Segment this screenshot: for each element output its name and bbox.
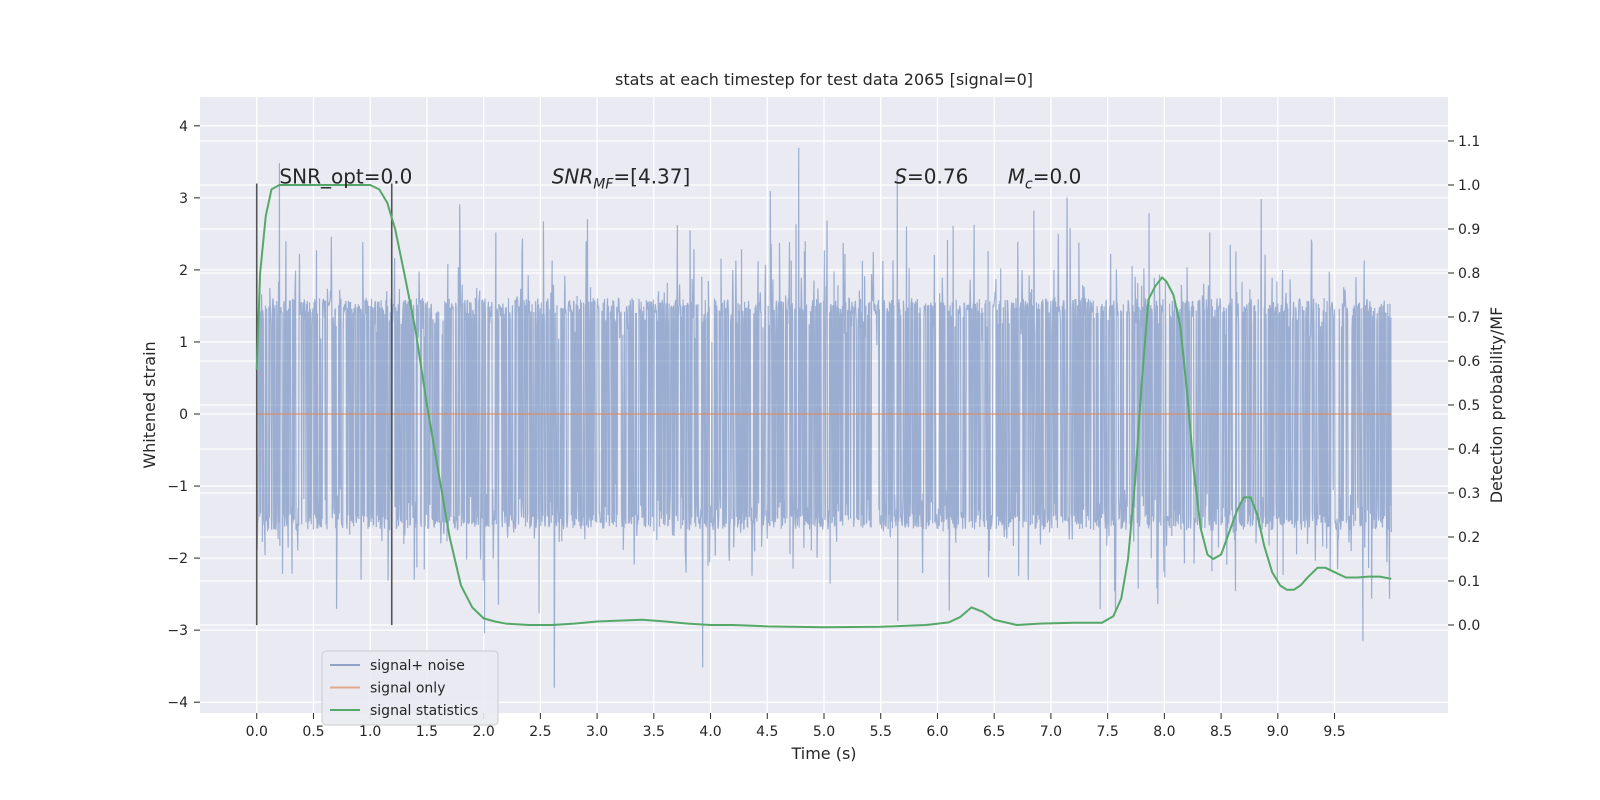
x-tick-label: 3.5 xyxy=(643,724,665,740)
x-tick-label: 7.5 xyxy=(1097,724,1119,740)
x-axis-label: Time (s) xyxy=(790,744,856,763)
x-tick-label: 0.5 xyxy=(302,724,324,740)
grid xyxy=(200,97,1448,713)
y-tick-label: 0 xyxy=(179,407,188,423)
x-tick-label: 3.0 xyxy=(586,724,608,740)
signal-statistics-series xyxy=(255,184,1392,629)
legend-label: signal+ noise xyxy=(370,658,465,674)
y2-tick-label: 0.0 xyxy=(1458,618,1480,634)
y2-tick-label: 1.1 xyxy=(1458,134,1480,150)
y-tick-label: 3 xyxy=(179,191,188,207)
signal-noise-line xyxy=(256,147,1392,688)
x-tick-label: 8.5 xyxy=(1210,724,1232,740)
x-tick-label: 5.5 xyxy=(870,724,892,740)
legend-label: signal statistics xyxy=(370,703,478,719)
y-tick-label: −2 xyxy=(167,551,188,567)
x-tick-label: 4.0 xyxy=(699,724,721,740)
x-tick-label: 2.0 xyxy=(473,724,495,740)
y-tick-label: 1 xyxy=(179,335,188,351)
x-tick-label: 0.0 xyxy=(246,724,268,740)
annotation-snr-opt: SNR_opt=0.0 xyxy=(279,164,412,188)
y2-tick-label: 0.8 xyxy=(1458,266,1480,282)
y-tick-label: 2 xyxy=(179,263,188,279)
x-tick-label: 9.5 xyxy=(1323,724,1345,740)
x-tick-label: 2.5 xyxy=(529,724,551,740)
x-tick-label: 8.0 xyxy=(1153,724,1175,740)
legend-label: signal only xyxy=(370,681,445,697)
y2-tick-label: 0.5 xyxy=(1458,398,1480,414)
x-tick-label: 9.0 xyxy=(1267,724,1289,740)
annotation-s-val: S=0.76 xyxy=(894,164,968,188)
x-tick-label: 6.5 xyxy=(983,724,1005,740)
x-tick-label: 6.0 xyxy=(926,724,948,740)
y2-tick-label: 1.0 xyxy=(1458,178,1480,194)
y2-tick-label: 0.1 xyxy=(1458,574,1480,590)
legend: signal+ noise signal only signal statistic… xyxy=(321,650,499,726)
x-tick-label: 5.0 xyxy=(813,724,835,740)
chart-title: stats at each timestep for test data 206… xyxy=(615,70,1033,89)
y2-tick-label: 0.9 xyxy=(1458,222,1480,238)
x-tick-label: 1.0 xyxy=(359,724,381,740)
y2-tick-label: 0.7 xyxy=(1458,310,1480,326)
y-tick-label: −3 xyxy=(167,623,188,639)
y2-axis-ticks: 0.0 0.1 0.2 0.3 0.4 0.5 0.6 0.7 0.8 0.9 1.0 1.1 xyxy=(1448,134,1480,634)
x-tick-label: 4.5 xyxy=(756,724,778,740)
signal-noise-series xyxy=(256,147,1392,688)
segment-boundaries xyxy=(255,183,393,626)
signal-statistics-line xyxy=(255,184,1392,629)
y2-tick-label: 0.4 xyxy=(1458,442,1480,458)
legend-box xyxy=(321,650,499,726)
annotation-snr-mf: SNRMF=[4.37] xyxy=(552,164,691,192)
y-axis-ticks: −4 −3 −2 −1 0 1 2 3 4 xyxy=(167,119,200,711)
annotations: SNR_opt=0.0 SNRMF=[4.37] S=0.76 Mc=0.0 xyxy=(279,164,1081,192)
y-axis-label: Whitened strain xyxy=(140,341,159,468)
x-axis-ticks: 0.0 0.5 1.0 1.5 2.0 2.5 3.0 3.5 4.0 4.5 5.0 5.5 6.0 6… xyxy=(246,713,1346,740)
annotation-mc-val: Mc=0.0 xyxy=(1008,164,1082,192)
x-tick-label: 7.0 xyxy=(1040,724,1062,740)
y2-axis-label: Detection probability/MF xyxy=(1487,307,1506,504)
y-tick-label: −1 xyxy=(167,479,188,495)
y-tick-label: −4 xyxy=(167,695,188,711)
y2-tick-label: 0.3 xyxy=(1458,486,1480,502)
y2-tick-label: 0.6 xyxy=(1458,354,1480,370)
y2-tick-label: 0.2 xyxy=(1458,530,1480,546)
x-tick-label: 1.5 xyxy=(416,724,438,740)
y-tick-label: 4 xyxy=(179,119,188,135)
